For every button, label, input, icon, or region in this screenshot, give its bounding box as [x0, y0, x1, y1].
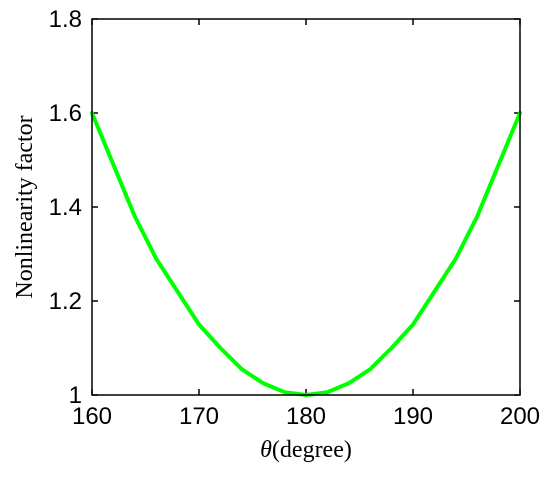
series-line: [90, 111, 522, 397]
y-tick-label: 1.2: [49, 288, 82, 315]
y-tick-label: 1.4: [49, 194, 82, 221]
x-axis-label-text: (degree): [272, 437, 352, 463]
series-group: [90, 111, 522, 397]
y-tick-label: 1.8: [49, 6, 82, 33]
x-tick-label: 190: [393, 403, 433, 430]
x-axis-label-symbol: θ: [260, 437, 272, 463]
x-tick-label: 160: [72, 403, 112, 430]
y-tick-label: 1: [69, 382, 82, 409]
x-axis-label-group: θ(degree): [260, 437, 352, 463]
x-tick-label: 170: [179, 403, 219, 430]
y-axis-label-group: Nonlinearity factor: [12, 115, 38, 298]
y-axis-label: Nonlinearity factor: [12, 115, 38, 298]
x-axis-label: θ(degree): [260, 437, 352, 463]
x-tick-label: 180: [286, 403, 326, 430]
x-tick-label: 200: [500, 403, 540, 430]
ticks-group: 160 170 180 190 200 1 1.2 1.4 1.6 1.8: [49, 6, 540, 430]
y-tick-label: 1.6: [49, 100, 82, 127]
plot-frame: [91, 18, 521, 396]
